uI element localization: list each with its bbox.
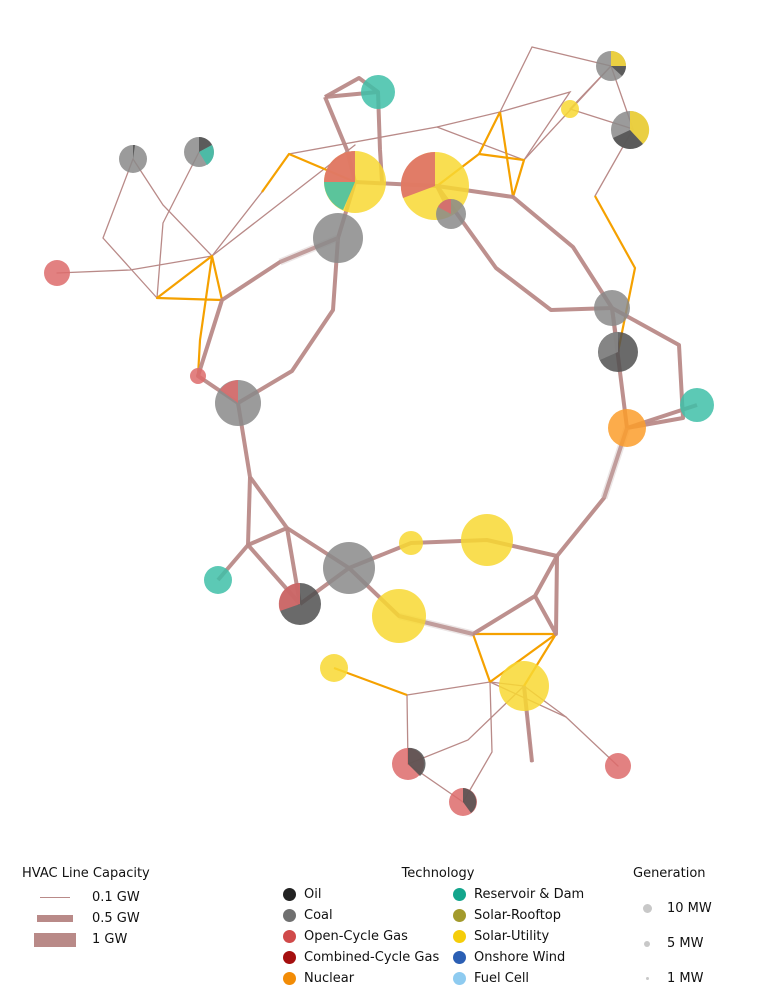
hvac-legend-item: 0.1 GW xyxy=(22,887,192,908)
tech-item-solar-rooftop: Solar-Rooftop xyxy=(453,905,623,926)
hvac-legend-label: 0.1 GW xyxy=(92,890,140,905)
color-dot xyxy=(453,930,466,943)
bus-pie-slice xyxy=(630,110,650,144)
hvac-legend-item: 1 GW xyxy=(22,929,192,950)
bus-pie xyxy=(608,409,646,447)
size-swatch-wrap xyxy=(633,977,661,980)
bus-pie xyxy=(44,260,70,286)
bus-pie-slice xyxy=(324,182,355,210)
line-swatch-medium xyxy=(37,915,73,922)
bus-pie xyxy=(190,368,206,384)
bus-pie xyxy=(323,542,375,594)
bus-pie-slice xyxy=(598,332,618,360)
color-dot xyxy=(453,972,466,985)
hvac-legend: HVAC Line Capacity 0.1 GW 0.5 GW 1 GW xyxy=(22,866,192,950)
tech-label: Oil xyxy=(304,887,322,902)
technology-legend-col2: Reservoir & Dam Solar-Rooftop Solar-Util… xyxy=(453,884,623,989)
tech-label: Coal xyxy=(304,908,333,923)
tech-item-ocgt: Open-Cycle Gas xyxy=(283,926,453,947)
color-dot xyxy=(283,909,296,922)
bus-pie xyxy=(313,213,363,263)
color-dot xyxy=(283,888,296,901)
technology-legend-title: Technology xyxy=(401,866,475,881)
color-dot xyxy=(453,909,466,922)
bus-pie-slice xyxy=(220,380,238,403)
tech-label: Onshore Wind xyxy=(474,950,566,965)
generation-legend-label: 10 MW xyxy=(667,901,712,916)
bus-pie-slice xyxy=(324,151,355,182)
hvac-legend-label: 1 GW xyxy=(92,932,128,947)
bus-pie-slice xyxy=(133,144,135,159)
tech-label: Reservoir & Dam xyxy=(474,887,585,902)
bus-pie-slice xyxy=(400,151,435,198)
tech-item-onshore-wind: Onshore Wind xyxy=(453,947,623,968)
tech-item-solar-utility: Solar-Utility xyxy=(453,926,623,947)
bus-pie xyxy=(372,589,426,643)
size-swatch-1mw xyxy=(645,977,649,980)
generation-legend-item: 10 MW xyxy=(633,891,753,926)
tech-label: Nuclear xyxy=(304,971,355,986)
tech-label: Open-Cycle Gas xyxy=(304,929,408,944)
tech-label: Solar-Rooftop xyxy=(474,908,561,923)
color-dot xyxy=(283,972,296,985)
hvac-legend-item: 0.5 GW xyxy=(22,908,192,929)
bus-pie xyxy=(361,75,395,109)
tech-item-nuclear: Nuclear xyxy=(283,968,453,989)
bus-pie xyxy=(204,566,232,594)
tech-item-fuel-cell: Fuel Cell xyxy=(453,968,623,989)
generation-buses xyxy=(44,51,714,816)
tech-item-coal: Coal xyxy=(283,905,453,926)
tech-item-reservoir: Reservoir & Dam xyxy=(453,884,623,905)
tech-label: Solar-Utility xyxy=(474,929,550,944)
bus-pie-slice xyxy=(611,66,626,76)
bus-pie xyxy=(499,661,549,711)
tech-item-oil: Oil xyxy=(283,884,453,905)
network-map xyxy=(44,46,714,816)
technology-legend: Technology Oil Coal Open-Cycle Gas Combi… xyxy=(283,866,623,989)
bus-pie-slice xyxy=(278,582,300,611)
bus-pie-slice xyxy=(611,51,626,66)
hvac-legend-label: 0.5 GW xyxy=(92,911,140,926)
tech-item-ccgt: Combined-Cycle Gas xyxy=(283,947,453,968)
bus-pie xyxy=(320,654,348,682)
hvac-legend-title: HVAC Line Capacity xyxy=(22,866,150,881)
color-dot xyxy=(453,888,466,901)
bus-pie-slice xyxy=(408,747,426,776)
color-dot xyxy=(283,951,296,964)
line-swatch-thick xyxy=(34,932,76,947)
generation-legend-item: 5 MW xyxy=(633,926,753,961)
generation-legend-item: 1 MW xyxy=(633,961,753,996)
tech-label: Fuel Cell xyxy=(474,971,530,986)
line-swatch-thin xyxy=(40,896,70,899)
bus-pie-slice xyxy=(199,145,214,165)
generation-legend-title: Generation xyxy=(633,866,706,881)
color-dot xyxy=(453,951,466,964)
bus-pie-slice xyxy=(438,199,451,214)
bus-pie xyxy=(605,753,631,779)
bus-pie xyxy=(461,514,513,566)
bus-pie xyxy=(399,531,423,555)
generation-legend: Generation 10 MW 5 MW 1 MW xyxy=(633,866,753,996)
size-swatch-10mw xyxy=(642,904,652,913)
generation-legend-label: 5 MW xyxy=(667,936,704,951)
size-swatch-wrap xyxy=(633,904,661,913)
bus-pie xyxy=(561,100,579,118)
bus-pie xyxy=(594,290,630,326)
size-swatch-5mw xyxy=(644,940,650,947)
generation-legend-label: 1 MW xyxy=(667,971,704,986)
bus-pie-slice xyxy=(463,788,477,813)
bus-pie xyxy=(680,388,714,422)
bus-pie-slice xyxy=(613,130,643,149)
tech-label: Combined-Cycle Gas xyxy=(304,950,440,965)
color-dot xyxy=(283,930,296,943)
bus-pie-slice xyxy=(199,137,212,152)
technology-legend-col1: Oil Coal Open-Cycle Gas Combined-Cycle G… xyxy=(283,884,453,989)
size-swatch-wrap xyxy=(633,940,661,947)
